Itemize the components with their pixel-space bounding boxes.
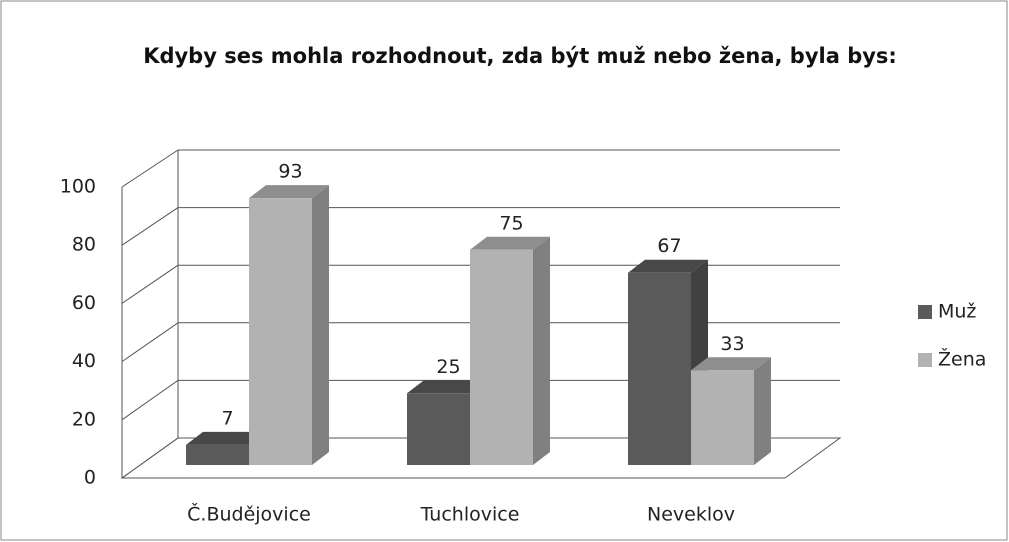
- bar: [691, 357, 771, 465]
- grid-line: [121, 264, 179, 304]
- grid-line: [121, 437, 179, 479]
- legend-label: Muž: [938, 301, 976, 323]
- bar: [249, 185, 329, 465]
- legend-label: Žena: [938, 348, 986, 371]
- y-tick-label: 40: [72, 350, 96, 372]
- bar-top: [691, 357, 771, 371]
- y-tick-label: 0: [84, 467, 96, 489]
- bar-top: [249, 185, 329, 199]
- chart-title: Kdyby ses mohla rozhodnout, zda být muž …: [143, 44, 897, 68]
- y-tick-label: 100: [60, 176, 96, 198]
- bar-front: [407, 393, 470, 465]
- grid-line: [121, 149, 179, 188]
- data-label: 7: [221, 407, 233, 429]
- bar-front: [470, 249, 533, 465]
- legend-swatch: [918, 353, 932, 367]
- x-tick-label: Č.Budějovice: [187, 502, 311, 526]
- bar-top: [186, 431, 266, 445]
- data-label: 25: [436, 356, 460, 378]
- bar-side: [533, 236, 550, 465]
- y-tick-label: 60: [72, 292, 96, 314]
- x-tick-label: Tuchlovice: [420, 504, 520, 526]
- grid-line: [121, 322, 179, 363]
- legend-swatch: [918, 305, 932, 319]
- grid-line: [121, 207, 179, 246]
- bar-top: [407, 380, 487, 394]
- x-tick-label: Neveklov: [647, 504, 735, 526]
- y-tick-label: 20: [72, 408, 96, 430]
- y-tick-label: 80: [72, 234, 96, 256]
- bar-front: [249, 198, 312, 465]
- data-label: 75: [499, 212, 523, 234]
- bar-front: [628, 272, 691, 465]
- bar-top: [470, 236, 550, 250]
- bar-front: [691, 370, 754, 465]
- bar-top: [628, 259, 708, 273]
- data-label: 67: [657, 235, 681, 257]
- data-label: 93: [278, 161, 302, 183]
- data-label: 33: [720, 333, 744, 355]
- bar: [470, 236, 550, 465]
- bar-front: [186, 444, 249, 465]
- grid-line: [121, 379, 179, 421]
- bar-side: [754, 357, 771, 465]
- bar-side: [312, 185, 329, 465]
